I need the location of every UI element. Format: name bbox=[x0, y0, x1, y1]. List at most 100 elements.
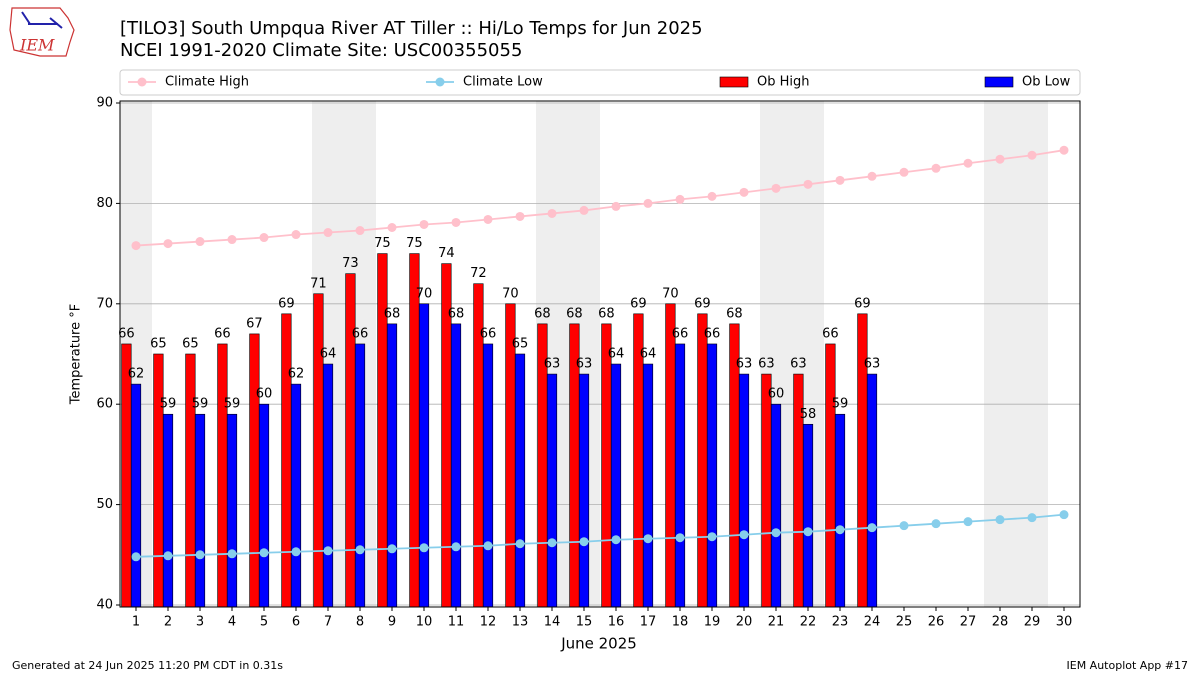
point bbox=[899, 521, 909, 531]
point bbox=[419, 543, 429, 553]
bar bbox=[802, 423, 814, 608]
bar bbox=[674, 343, 686, 608]
value-label: 68 bbox=[384, 306, 401, 321]
point bbox=[707, 532, 717, 542]
value-label: 64 bbox=[608, 347, 625, 362]
legend-swatch bbox=[435, 77, 445, 87]
point bbox=[867, 171, 877, 181]
point bbox=[835, 525, 845, 535]
point bbox=[867, 523, 877, 533]
bar bbox=[665, 303, 676, 608]
logo: IEM bbox=[9, 7, 75, 57]
point bbox=[547, 538, 557, 548]
value-label: 66 bbox=[822, 326, 839, 341]
y-tick-label: 90 bbox=[96, 96, 113, 111]
x-tick-label: 15 bbox=[576, 615, 593, 630]
x-tick-label: 17 bbox=[640, 615, 657, 630]
x-tick-label: 7 bbox=[324, 615, 332, 630]
value-label: 64 bbox=[640, 347, 657, 362]
point bbox=[483, 541, 493, 551]
value-label: 69 bbox=[694, 296, 711, 311]
point bbox=[803, 527, 813, 537]
point bbox=[195, 237, 205, 247]
bar bbox=[578, 373, 590, 608]
point bbox=[643, 198, 653, 208]
point bbox=[387, 223, 397, 232]
value-label: 63 bbox=[544, 357, 561, 372]
value-label: 70 bbox=[662, 286, 679, 301]
footer-right: IEM Autoplot App #17 bbox=[1067, 659, 1189, 672]
bar bbox=[825, 343, 836, 608]
bar bbox=[482, 343, 494, 608]
point bbox=[1027, 513, 1037, 523]
y-tick-label: 50 bbox=[96, 497, 113, 512]
point bbox=[259, 233, 269, 243]
x-tick-label: 22 bbox=[800, 615, 817, 630]
point bbox=[899, 167, 909, 177]
point bbox=[227, 549, 237, 559]
value-label: 59 bbox=[160, 397, 177, 412]
bar bbox=[162, 413, 174, 608]
line bbox=[135, 513, 1065, 558]
point bbox=[355, 226, 365, 236]
value-label: 66 bbox=[480, 326, 497, 341]
bar bbox=[354, 343, 366, 608]
point bbox=[579, 537, 589, 547]
point bbox=[771, 183, 781, 193]
point bbox=[835, 175, 845, 185]
point bbox=[803, 179, 813, 189]
point bbox=[451, 542, 461, 552]
logo-icon bbox=[21, 11, 63, 29]
x-tick-label: 5 bbox=[260, 615, 268, 630]
x-tick-label: 25 bbox=[896, 615, 913, 630]
bar bbox=[706, 343, 718, 608]
value-label: 69 bbox=[854, 296, 871, 311]
bar bbox=[546, 373, 558, 608]
legend-label: Climate High bbox=[165, 75, 249, 90]
weekend-band bbox=[1016, 101, 1048, 607]
bar bbox=[450, 323, 462, 608]
point bbox=[323, 546, 333, 556]
bar bbox=[313, 293, 324, 608]
value-label: 59 bbox=[192, 397, 209, 412]
value-label: 62 bbox=[288, 367, 305, 382]
bar bbox=[153, 353, 164, 608]
bar bbox=[258, 403, 270, 608]
line bbox=[135, 149, 1065, 247]
x-tick-label: 19 bbox=[704, 615, 721, 630]
y-tick-label: 40 bbox=[96, 597, 113, 612]
point bbox=[259, 548, 269, 558]
x-tick-label: 30 bbox=[1056, 615, 1073, 630]
x-tick-label: 29 bbox=[1024, 615, 1041, 630]
value-label: 66 bbox=[352, 326, 369, 341]
point bbox=[931, 519, 941, 529]
point bbox=[739, 187, 749, 197]
y-tick-label: 80 bbox=[96, 196, 113, 211]
x-tick-label: 11 bbox=[448, 615, 465, 630]
plot-frame bbox=[119, 100, 1081, 608]
point bbox=[387, 544, 397, 554]
point bbox=[675, 533, 685, 543]
bar bbox=[770, 403, 782, 608]
point bbox=[707, 191, 717, 201]
value-label: 70 bbox=[416, 286, 433, 301]
bar bbox=[514, 353, 526, 608]
bar bbox=[345, 273, 356, 608]
point bbox=[163, 551, 173, 561]
value-label: 68 bbox=[566, 306, 583, 321]
x-tick-label: 14 bbox=[544, 615, 561, 630]
point bbox=[963, 517, 973, 527]
x-axis-label: June 2025 bbox=[560, 635, 637, 653]
bar bbox=[866, 373, 878, 608]
x-tick-label: 9 bbox=[388, 615, 396, 630]
point bbox=[323, 228, 333, 238]
bar bbox=[121, 343, 132, 608]
point bbox=[739, 530, 749, 540]
legend-swatch bbox=[719, 76, 749, 88]
value-label: 63 bbox=[736, 357, 753, 372]
value-label: 75 bbox=[374, 236, 391, 251]
bar bbox=[610, 363, 622, 608]
value-label: 72 bbox=[470, 266, 487, 281]
x-tick-label: 21 bbox=[768, 615, 785, 630]
